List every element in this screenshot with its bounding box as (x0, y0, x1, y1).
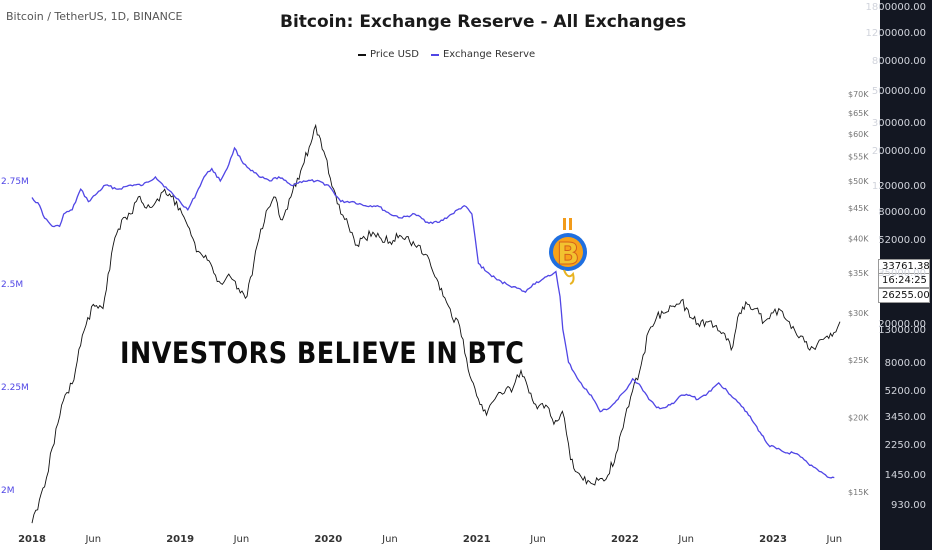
price-scale-label: 52000.00 (878, 235, 926, 246)
price-scale[interactable]: 33761.38 16:24:25 26255.00 1800000.00 120… (866, 0, 932, 550)
x-tick-label: Jun (826, 534, 843, 545)
x-tick-label: 2019 (166, 534, 195, 545)
x-tick-label: 2023 (759, 534, 787, 545)
price-scale-label: 200000.00 (871, 146, 926, 157)
price-scale-label: 930.00 (891, 500, 926, 511)
price-scale-label: 1450.00 (884, 470, 926, 481)
right-tick-label: $55K (848, 152, 869, 161)
legend-swatch-price (358, 53, 366, 56)
price-scale-label: 5200.00 (884, 386, 926, 397)
overlay-headline: INVESTORS BELIEVE IN BTC (120, 336, 525, 370)
price-scale-label: 3450.00 (884, 412, 926, 423)
reserve-badge: 26255.00 (878, 288, 930, 303)
right-tick-label: $60K (848, 130, 869, 139)
legend-label-reserve: Exchange Reserve (442, 49, 536, 60)
x-tick-label: 2022 (610, 534, 639, 545)
time-axis[interactable]: 2018 Jun 2019 Jun 2020 Jun 2021 Jun 2022 Jun 2023 J… (0, 526, 880, 550)
price-scale-label: 1800000.00 (865, 2, 926, 13)
right-tick-label: $20K (848, 414, 869, 423)
price-scale-label: 80000.00 (878, 207, 926, 218)
legend-item-reserve: Exchange Reserve (430, 49, 536, 60)
series-line-reserve (31, 146, 835, 479)
left-tick-label: 2.5M (1, 280, 23, 290)
right-tick-label: $25K (848, 356, 869, 365)
right-tick-label: $50K (848, 177, 869, 186)
x-tick-label: 2020 (314, 534, 343, 545)
right-tick-label: $45K (848, 204, 869, 213)
x-tick-label: Jun (678, 534, 694, 545)
price-scale-label: 800000.00 (871, 56, 926, 67)
bitcoin-logo-icon: B (549, 218, 587, 285)
left-tick-label: 2M (1, 486, 15, 496)
x-tick-label: Jun (233, 534, 250, 545)
price-scale-label: 120000.00 (871, 181, 926, 192)
right-tick-label: $30K (848, 309, 869, 318)
series-line-price (31, 123, 841, 524)
right-tick-label: $35K (848, 269, 869, 278)
right-tick-label: $40K (848, 235, 869, 244)
legend-item-price: Price USD (358, 49, 419, 60)
legend-label-price: Price USD (370, 49, 419, 60)
legend: Price USD Exchange Reserve (358, 49, 535, 60)
right-tick-label: $70K (848, 90, 869, 99)
chart-canvas: 2.75M 2.5M 2.25M 2M $70K $65K $60K $55K $50K $45K… (1, 90, 869, 524)
right-tick-label: $15K (848, 488, 869, 497)
price-scale-label: 1200000.00 (865, 28, 926, 39)
legend-swatch-reserve (430, 53, 439, 56)
price-scale-label: 300000.00 (871, 118, 926, 129)
x-tick-label: 2018 (18, 534, 46, 545)
countdown-badge: 16:24:25 (878, 273, 930, 288)
x-tick-label: 2021 (462, 534, 491, 545)
left-tick-label: 2.75M (1, 177, 29, 187)
symbol-label: Bitcoin / TetherUS, 1D, BINANCE (6, 10, 183, 23)
svg-text:B: B (557, 237, 580, 272)
price-scale-label: 35000.00 (878, 268, 926, 279)
price-scale-label: 20000.00 (878, 319, 926, 330)
price-scale-label: 2250.00 (884, 440, 926, 451)
left-tick-label: 2.25M (1, 383, 29, 393)
x-tick-label: Jun (530, 534, 546, 545)
price-scale-label: 13000.00 (878, 325, 926, 336)
price-scale-label: 8000.00 (884, 358, 926, 369)
chart-title: Bitcoin: Exchange Reserve - All Exchange… (280, 12, 687, 32)
x-tick-label: Jun (382, 534, 398, 545)
right-tick-label: $65K (848, 109, 869, 118)
price-scale-label: 500000.00 (871, 86, 926, 97)
x-tick-label: Jun (85, 534, 102, 545)
